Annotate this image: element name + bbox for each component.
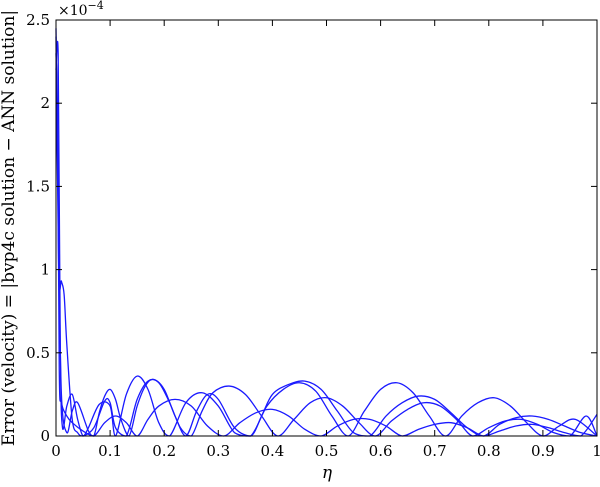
- x-tick-label: 1: [592, 442, 600, 460]
- x-tick-label: 0.8: [477, 442, 501, 460]
- x-tick-label: 0.4: [260, 442, 284, 460]
- series-line-4: [55, 53, 598, 437]
- x-tick-label: 0: [51, 442, 61, 460]
- series-layer: [55, 28, 598, 437]
- y-tick-label: 2: [40, 94, 50, 112]
- x-tick-label: 0.6: [369, 442, 393, 460]
- x-tick-label: 0.5: [315, 442, 339, 460]
- ticks-layer: 0 0.1 0.2 0.3 0.4 0.5 0.6 0.7 0.8 0.9 1 0 0.5 1 1.5 2 2.…: [26, 11, 600, 460]
- y-multiplier-base: ×10: [58, 3, 88, 19]
- y-tick-label: 0: [40, 427, 50, 445]
- series-line-2: [55, 41, 598, 437]
- y-tick-label: 0.5: [26, 344, 50, 362]
- x-axis-label: η: [322, 463, 333, 483]
- x-tick-label: 0.3: [206, 442, 230, 460]
- y-multiplier-label: ×10−4: [58, 0, 104, 19]
- y-multiplier-exponent: −4: [88, 0, 104, 12]
- plot-frame: [55, 19, 598, 437]
- x-tick-label: 0.7: [423, 442, 447, 460]
- y-tick-label: 1: [40, 261, 50, 279]
- series-line-1: [55, 28, 598, 437]
- series-line-3: [55, 36, 598, 437]
- x-tick-label: 0.1: [98, 442, 122, 460]
- y-tick-label: 2.5: [26, 11, 50, 29]
- x-tick-label: 0.2: [152, 442, 176, 460]
- x-tick-label: 0.9: [531, 442, 555, 460]
- y-tick-label: 1.5: [26, 177, 50, 195]
- axes-layer: [55, 19, 598, 437]
- y-axis-label: Error (velocity) = |bvp4c solution − ANN…: [0, 10, 19, 446]
